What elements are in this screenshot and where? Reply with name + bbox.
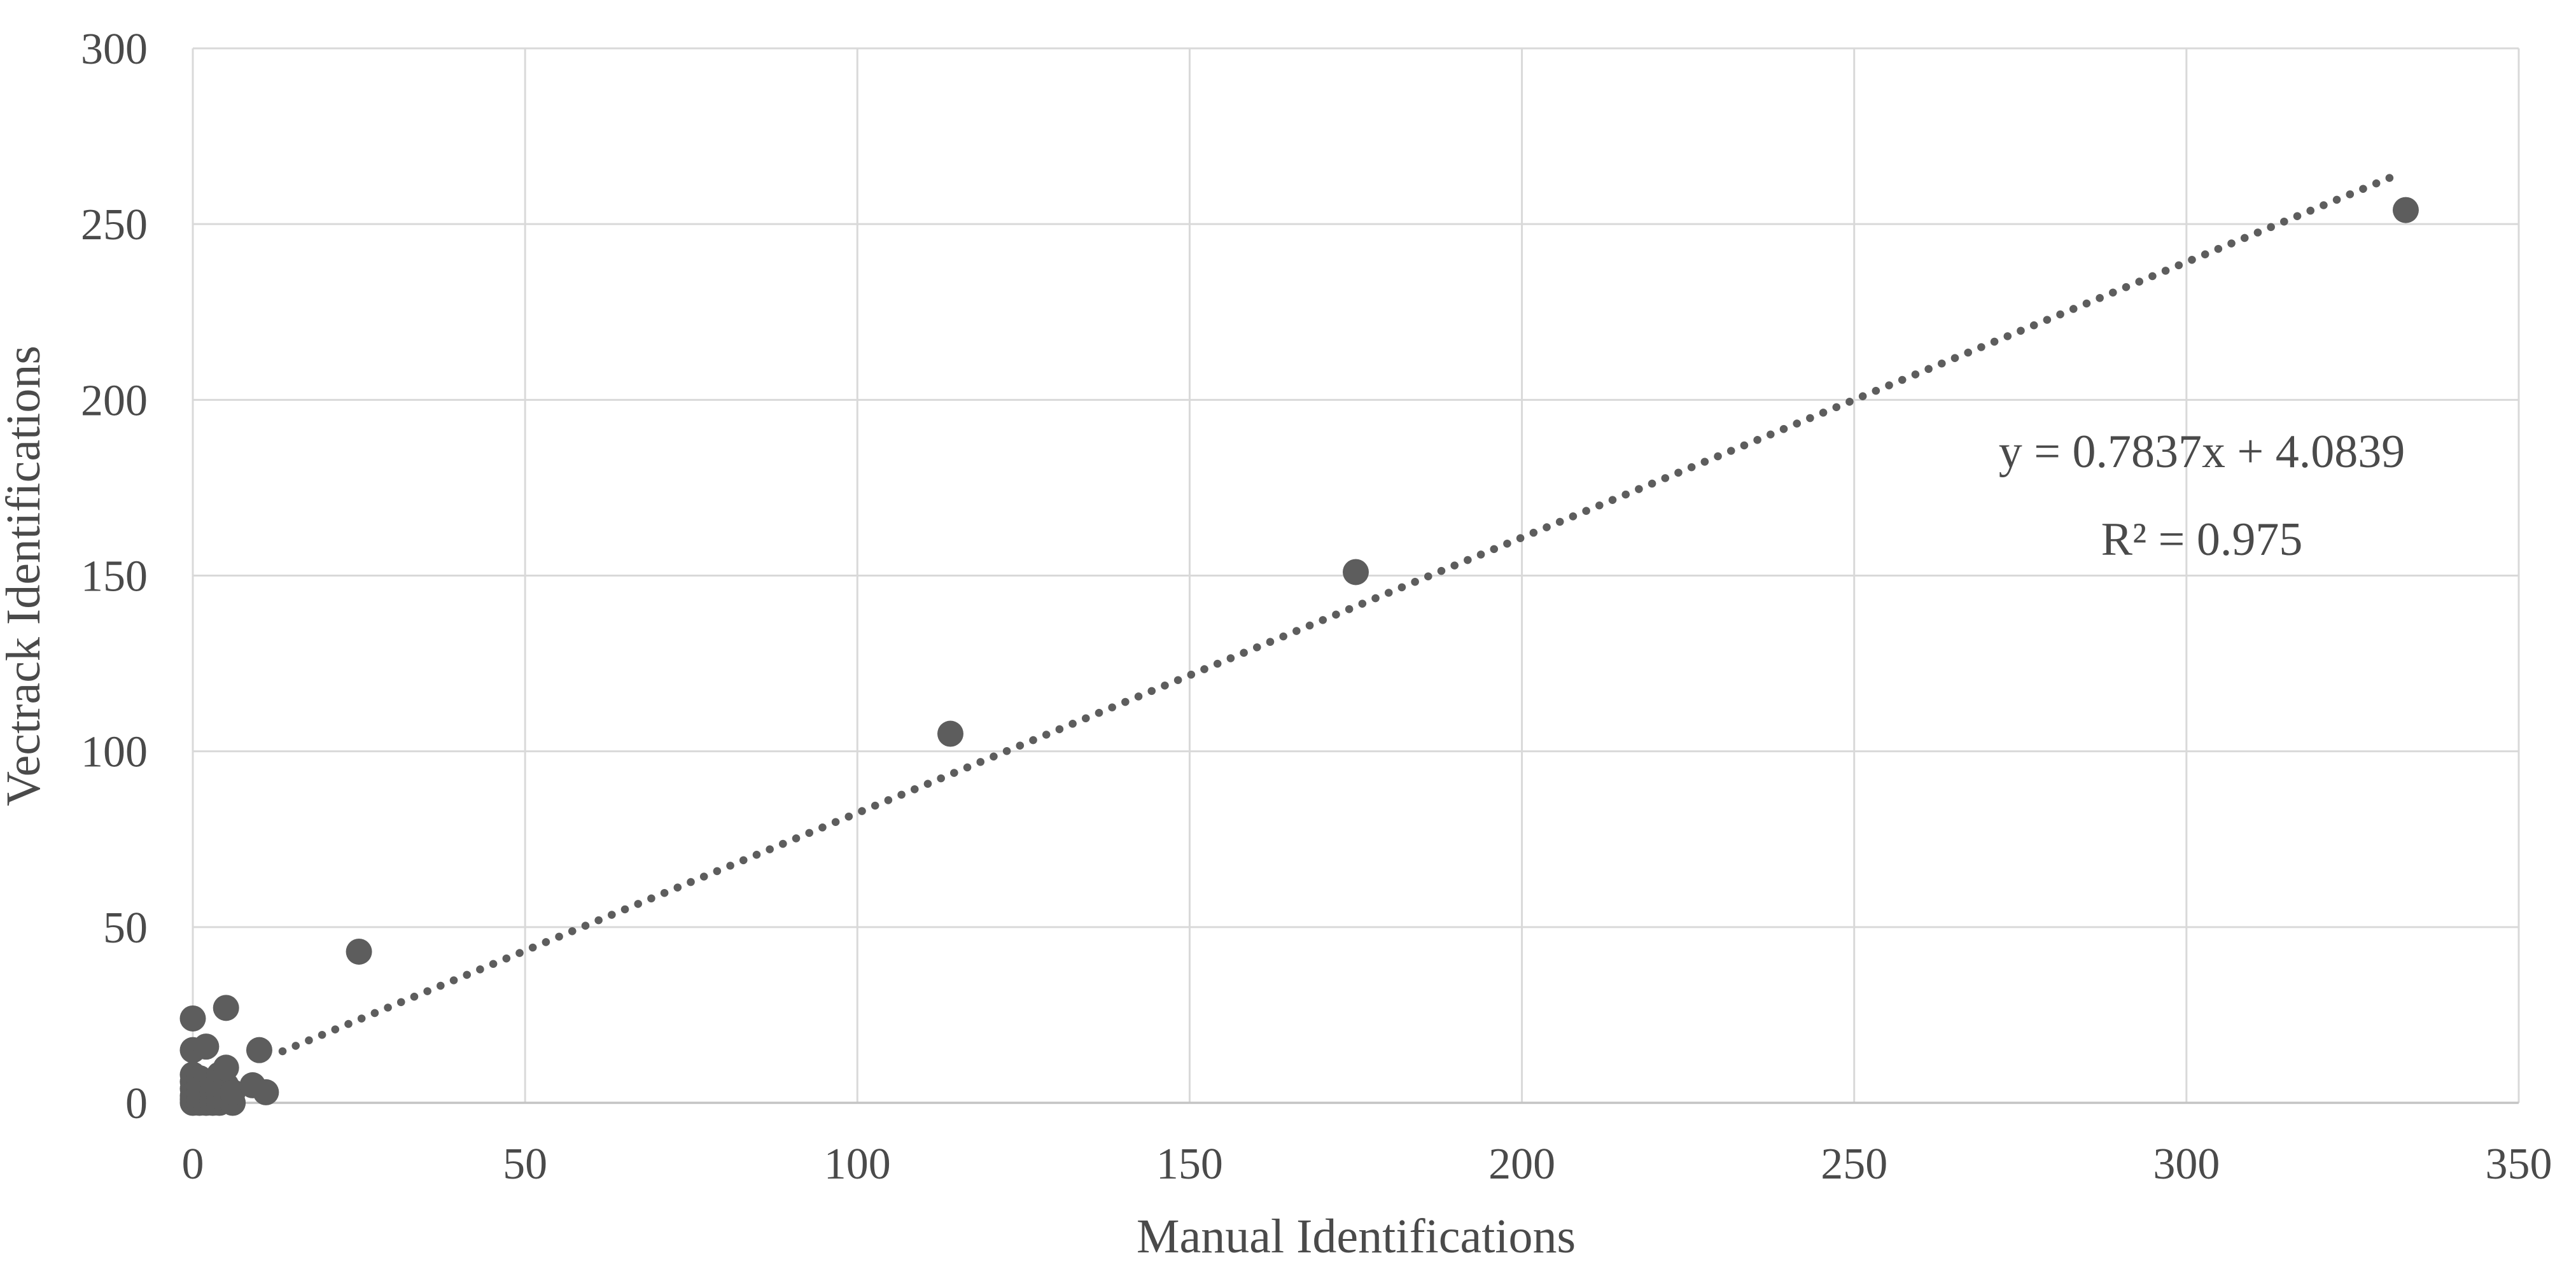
x-tick-label: 350 xyxy=(2486,1140,2552,1189)
trendline-equation: y = 0.7837x + 4.0839 xyxy=(1999,426,2405,478)
y-tick-label: 300 xyxy=(81,25,148,74)
y-tick-label: 250 xyxy=(81,200,148,249)
y-axis-title: Vectrack Identifications xyxy=(0,346,50,806)
y-tick-label: 150 xyxy=(81,552,148,601)
x-tick-label: 200 xyxy=(1488,1140,1555,1189)
x-tick-labels: 0 50 100 150 200 250 300 350 xyxy=(182,1140,2552,1189)
gridlines xyxy=(192,47,2520,1104)
trendline-dotted xyxy=(278,170,2404,1056)
data-point xyxy=(937,720,963,747)
y-tick-label: 200 xyxy=(81,376,148,425)
data-point xyxy=(213,1054,239,1081)
y-tick-label: 50 xyxy=(103,904,148,953)
data-point xyxy=(193,1033,220,1060)
x-tick-label: 250 xyxy=(1821,1140,1887,1189)
data-point xyxy=(1343,559,1369,585)
data-point xyxy=(220,1079,246,1105)
x-tick-label: 150 xyxy=(1156,1140,1223,1189)
y-tick-label: 100 xyxy=(81,728,148,777)
x-axis-title: Manual Identifications xyxy=(1137,1210,1576,1263)
data-point xyxy=(246,1037,272,1063)
data-point xyxy=(213,995,239,1021)
data-point xyxy=(253,1079,279,1105)
data-points xyxy=(179,197,2419,1116)
data-point xyxy=(179,1005,206,1032)
trendline-r-squared: R² = 0.975 xyxy=(2101,514,2303,566)
y-tick-labels: 0 50 100 150 200 250 300 xyxy=(81,25,148,1128)
trendline xyxy=(278,170,2404,1056)
y-tick-label: 0 xyxy=(125,1079,148,1128)
data-point xyxy=(346,938,372,965)
x-tick-label: 50 xyxy=(503,1140,547,1189)
data-point xyxy=(2392,197,2419,223)
x-tick-label: 0 xyxy=(182,1140,204,1189)
x-tick-label: 300 xyxy=(2153,1140,2220,1189)
x-tick-label: 100 xyxy=(824,1140,891,1189)
